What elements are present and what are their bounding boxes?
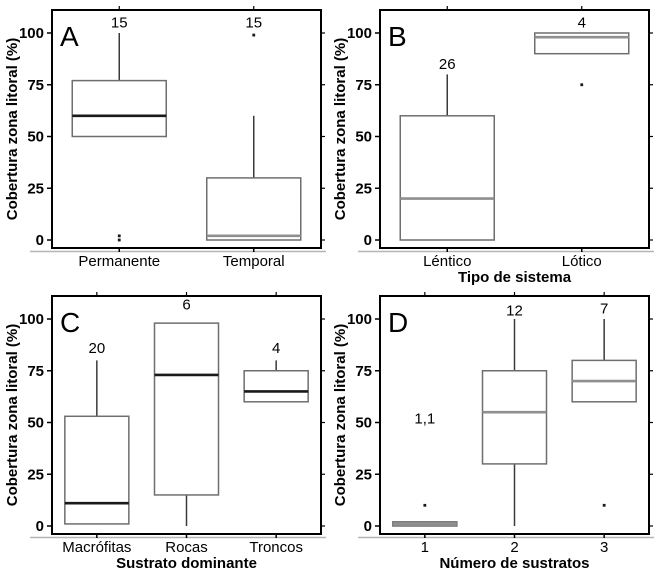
sample-size-label: 4 bbox=[578, 15, 586, 32]
box-rect bbox=[153, 322, 220, 496]
sample-size-label: 20 bbox=[88, 340, 105, 357]
y-tick-label: 100 bbox=[347, 25, 372, 42]
x-axis-title: Sustrato dominante bbox=[116, 555, 257, 572]
panel-c: 0 25 50 75 100 Macrófitas Rocas Troncos Sustrato… bbox=[0, 286, 328, 572]
y-tick-label: 50 bbox=[27, 415, 44, 432]
outlier-point bbox=[117, 234, 121, 238]
y-tick-label: 100 bbox=[19, 311, 44, 328]
y-tick-label: 75 bbox=[355, 363, 372, 380]
x-tick-label: Temporal bbox=[223, 253, 285, 270]
x-tick-label: 1 bbox=[421, 539, 429, 556]
y-tick-label: 50 bbox=[27, 129, 44, 146]
x-tick-label: 2 bbox=[510, 539, 518, 556]
box-rect bbox=[399, 115, 495, 241]
sample-size-label: 7 bbox=[600, 301, 608, 318]
x-tick-label: Troncos bbox=[249, 539, 303, 556]
x-axis-title: Tipo de sistema bbox=[458, 269, 572, 286]
outlier-point bbox=[423, 503, 427, 507]
sample-size-label: 4 bbox=[272, 340, 280, 357]
panel-background bbox=[0, 0, 328, 286]
outlier-point bbox=[252, 33, 256, 37]
y-tick-label: 50 bbox=[355, 415, 372, 432]
x-tick-label: Rocas bbox=[165, 539, 208, 556]
y-tick-label: 0 bbox=[36, 232, 44, 249]
outlier-point bbox=[602, 503, 606, 507]
x-tick-label: Lótico bbox=[562, 253, 602, 270]
box-rect bbox=[71, 79, 167, 138]
box-rect bbox=[243, 370, 309, 403]
boxplot-svg-panel-c: 0 25 50 75 100 Macrófitas Rocas TroncosSustrato… bbox=[0, 286, 328, 572]
sample-size-label: 6 bbox=[182, 297, 190, 314]
y-axis-title: Cobertura zona litoral (%) bbox=[4, 324, 21, 507]
x-tick-label: Macrófitas bbox=[62, 539, 131, 556]
y-axis-title: Cobertura zona litoral (%) bbox=[332, 38, 349, 221]
box-rect bbox=[481, 370, 548, 465]
y-axis-title: Cobertura zona litoral (%) bbox=[4, 38, 21, 221]
panel-letter: B bbox=[388, 21, 407, 52]
outlier-point bbox=[580, 83, 584, 87]
box-rect bbox=[206, 177, 302, 241]
y-tick-label: 75 bbox=[27, 77, 44, 94]
box-rect bbox=[64, 415, 130, 525]
y-tick-label: 0 bbox=[364, 518, 372, 535]
x-axis-title: Número de sustratos bbox=[439, 555, 589, 572]
sample-size-label: 1,1 bbox=[414, 410, 435, 427]
plot-border bbox=[379, 9, 650, 249]
y-tick-label: 25 bbox=[355, 180, 372, 197]
outlier-point bbox=[117, 238, 121, 242]
y-tick-label: 75 bbox=[27, 363, 44, 380]
sample-size-label: 12 bbox=[506, 303, 523, 320]
x-tick-label: 3 bbox=[600, 539, 608, 556]
y-tick-label: 75 bbox=[355, 77, 372, 94]
sample-size-label: 15 bbox=[111, 15, 128, 32]
panel-b: 0 25 50 75 100 Léntico Lótico Tipo de sistema Co… bbox=[328, 0, 656, 286]
y-axis-title: Cobertura zona litoral (%) bbox=[332, 324, 349, 507]
panel-letter: C bbox=[60, 307, 80, 338]
sample-size-label: 15 bbox=[245, 15, 262, 32]
y-tick-label: 25 bbox=[27, 466, 44, 483]
plot-border bbox=[51, 9, 322, 249]
sample-size-label: 26 bbox=[439, 56, 456, 73]
y-tick-label: 100 bbox=[347, 311, 372, 328]
panel-letter: A bbox=[60, 21, 79, 52]
x-tick-label: Léntico bbox=[423, 253, 471, 270]
y-tick-label: 0 bbox=[364, 232, 372, 249]
y-tick-label: 25 bbox=[27, 180, 44, 197]
panel-d: 0 25 50 75 100 1 2 3 Número de sustratos Cobertur… bbox=[328, 286, 656, 572]
y-tick-label: 50 bbox=[355, 129, 372, 146]
y-tick-label: 100 bbox=[19, 25, 44, 42]
y-tick-label: 0 bbox=[36, 518, 44, 535]
boxplot-svg-panel-a: 0 25 50 75 100 Permanente Temporal Cobertura zo… bbox=[0, 0, 328, 286]
panel-letter: D bbox=[388, 307, 408, 338]
x-tick-label: Permanente bbox=[78, 253, 160, 270]
y-tick-label: 25 bbox=[355, 466, 372, 483]
panel-a: 0 25 50 75 100 Permanente Temporal Cobertura zo… bbox=[0, 0, 328, 286]
